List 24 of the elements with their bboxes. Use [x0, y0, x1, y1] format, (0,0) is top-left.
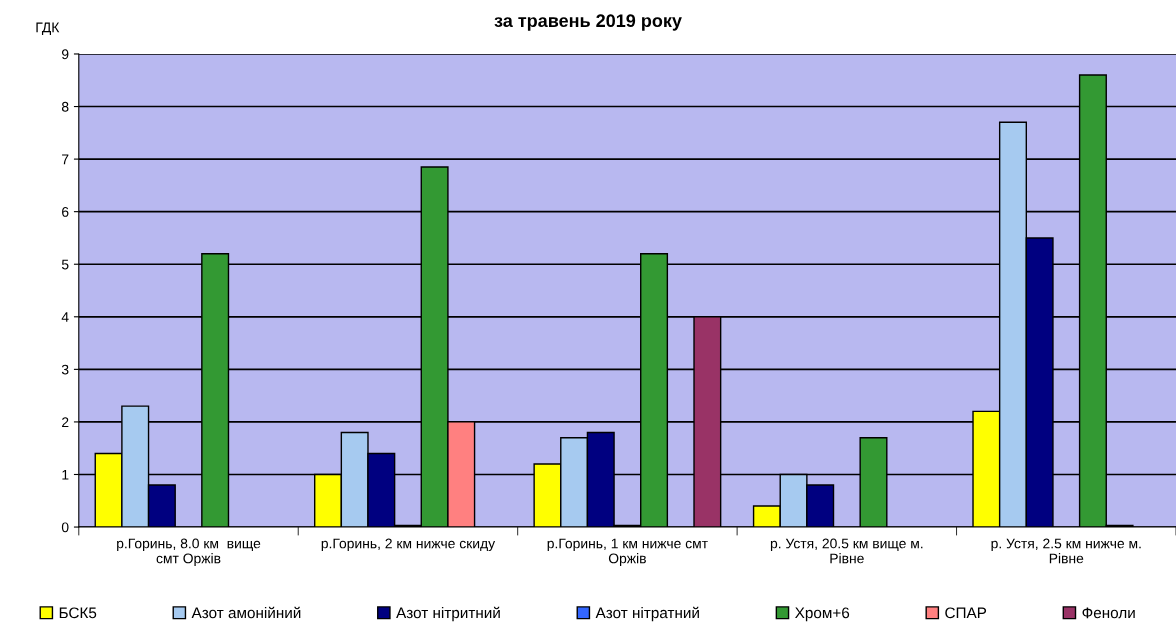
x-tick-label: р.Горинь, 1 км нижче смт Оржів [547, 538, 708, 567]
y-tick-label: 6 [62, 207, 69, 217]
y-tick-label: 8 [61, 101, 69, 112]
y-tick-label: 1 [62, 469, 69, 480]
y-tick-label: 9 [62, 49, 69, 60]
legend-label: Азот нітратний [595, 606, 699, 622]
legend-label: СПАР [945, 607, 987, 619]
y-tick-label: 5 [61, 259, 69, 270]
y-axis-title: ГДК [36, 22, 60, 35]
legend-label: Хром+6 [795, 607, 850, 622]
y-tick-label: 7 [62, 154, 69, 165]
x-tick-label: р. Устя, 2.5 км нижче м. Рівне [991, 538, 1141, 564]
x-tick-label: р.Горинь, 8.0 км вище смт Оржів [117, 538, 261, 567]
y-tick-label: 3 [61, 364, 69, 375]
x-tick-label: р. Устя, 20.5 км вище м. Рівне [770, 538, 923, 564]
legend-label: Феноли [1082, 607, 1135, 619]
legend-label: Азот амонійний [191, 606, 301, 619]
x-tick-label: р.Горинь, 2 км нижче скиду [321, 538, 496, 552]
chart-title: за травень 2019 року [494, 14, 682, 31]
y-tick-label: 0 [61, 522, 69, 533]
y-tick-label: 4 [61, 312, 69, 322]
y-tick-label: 2 [62, 417, 69, 427]
legend-label: Азот нітритний [396, 606, 500, 622]
legend-label: БСК5 [59, 607, 97, 619]
